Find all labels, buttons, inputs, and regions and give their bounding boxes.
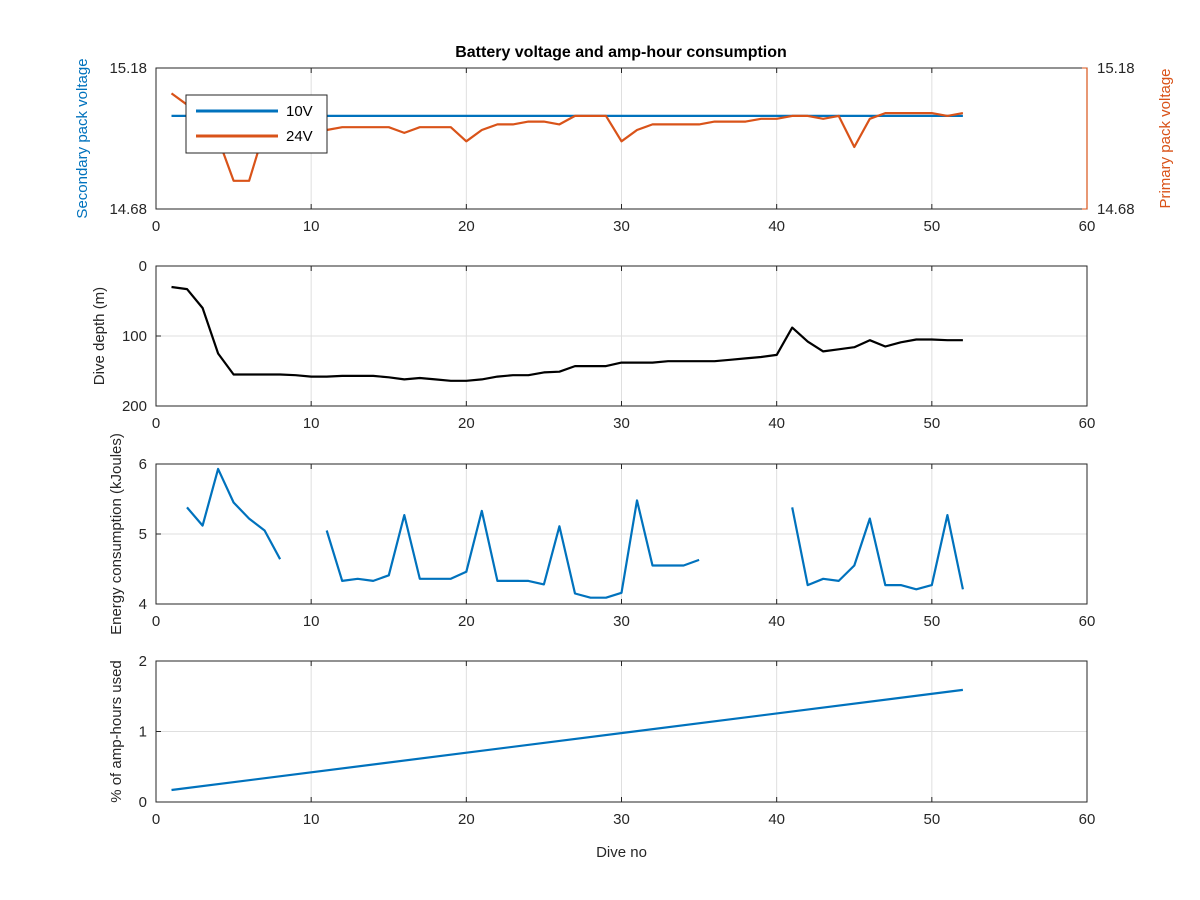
x-tick-label: 60: [1079, 613, 1096, 630]
x-tick-label: 60: [1079, 218, 1096, 235]
series-0-line-0: [186, 467, 282, 560]
y-axis-label: Dive depth (m): [91, 287, 108, 385]
y-tick-label: 200: [122, 398, 147, 415]
x-tick-label: 50: [923, 415, 940, 432]
plot-area: [171, 285, 963, 382]
subplot-2: 0 10 20 30 40 50 60 0 100 200 Dive depth (m): [91, 258, 1095, 432]
y-axis-label: % of amp-hours used: [108, 660, 125, 803]
y-axis-label: Energy consumption (kJoules): [108, 433, 125, 635]
y-tick-label: 0: [139, 258, 147, 275]
x-tick-label: 20: [458, 415, 475, 432]
right-y-tick-label: 15.18: [1097, 60, 1135, 77]
series-0-line-1: [325, 499, 700, 599]
x-tick-label: 0: [152, 811, 160, 828]
legend-label-10v: 10V: [286, 103, 313, 120]
legend-box: [185, 94, 328, 154]
x-tick-label: 0: [152, 415, 160, 432]
y-tick-label: 0: [139, 794, 147, 811]
subplot-4: 0 10 20 30 40 50 60 0 1 2 % of amp-hours used Dive …: [108, 653, 1095, 861]
x-tick-label: 60: [1079, 415, 1096, 432]
x-tick-label: 50: [923, 811, 940, 828]
x-tick-label: 20: [458, 811, 475, 828]
y-tick-label: 100: [122, 328, 147, 345]
y-tick-label: 14.68: [109, 201, 147, 218]
plot-area: [171, 688, 964, 792]
plot-area: [186, 467, 964, 599]
x-tick-label: 20: [458, 218, 475, 235]
x-tick-label: 30: [613, 218, 630, 235]
x-tick-label: 10: [303, 218, 320, 235]
series-0-line: [171, 688, 964, 792]
legend-label-24v: 24V: [286, 128, 313, 145]
series-0-line: [171, 285, 963, 382]
x-tick-label: 60: [1079, 811, 1096, 828]
x-tick-label: 10: [303, 613, 320, 630]
y-tick-label: 2: [139, 653, 147, 670]
x-tick-label: 40: [768, 415, 785, 432]
y-tick-label: 1: [139, 724, 147, 741]
x-tick-label: 40: [768, 613, 785, 630]
right-y-tick-label: 14.68: [1097, 201, 1135, 218]
x-tick-label: 50: [923, 613, 940, 630]
x-tick-label: 40: [768, 811, 785, 828]
x-axis-label: Dive no: [596, 844, 647, 861]
x-tick-label: 0: [152, 218, 160, 235]
x-tick-label: 20: [458, 613, 475, 630]
series-0-line-2: [791, 507, 964, 591]
y-tick-label: 6: [139, 456, 147, 473]
y-tick-label: 4: [139, 596, 147, 613]
y-tick-label: 5: [139, 526, 147, 543]
x-tick-label: 0: [152, 613, 160, 630]
y-axis-label: Secondary pack voltage: [74, 58, 91, 218]
right-y-axis-label: Primary pack voltage: [1157, 68, 1174, 208]
x-tick-label: 10: [303, 415, 320, 432]
x-tick-label: 30: [613, 811, 630, 828]
figure-title: Battery voltage and amp-hour consumption: [455, 44, 787, 61]
x-tick-label: 10: [303, 811, 320, 828]
x-tick-label: 30: [613, 415, 630, 432]
x-tick-label: 40: [768, 218, 785, 235]
x-tick-label: 30: [613, 613, 630, 630]
y-tick-label: 15.18: [109, 60, 147, 77]
x-tick-label: 50: [923, 218, 940, 235]
subplot-3: 0 10 20 30 40 50 60 4 5 6 Energy consumption (kJou…: [108, 433, 1095, 635]
